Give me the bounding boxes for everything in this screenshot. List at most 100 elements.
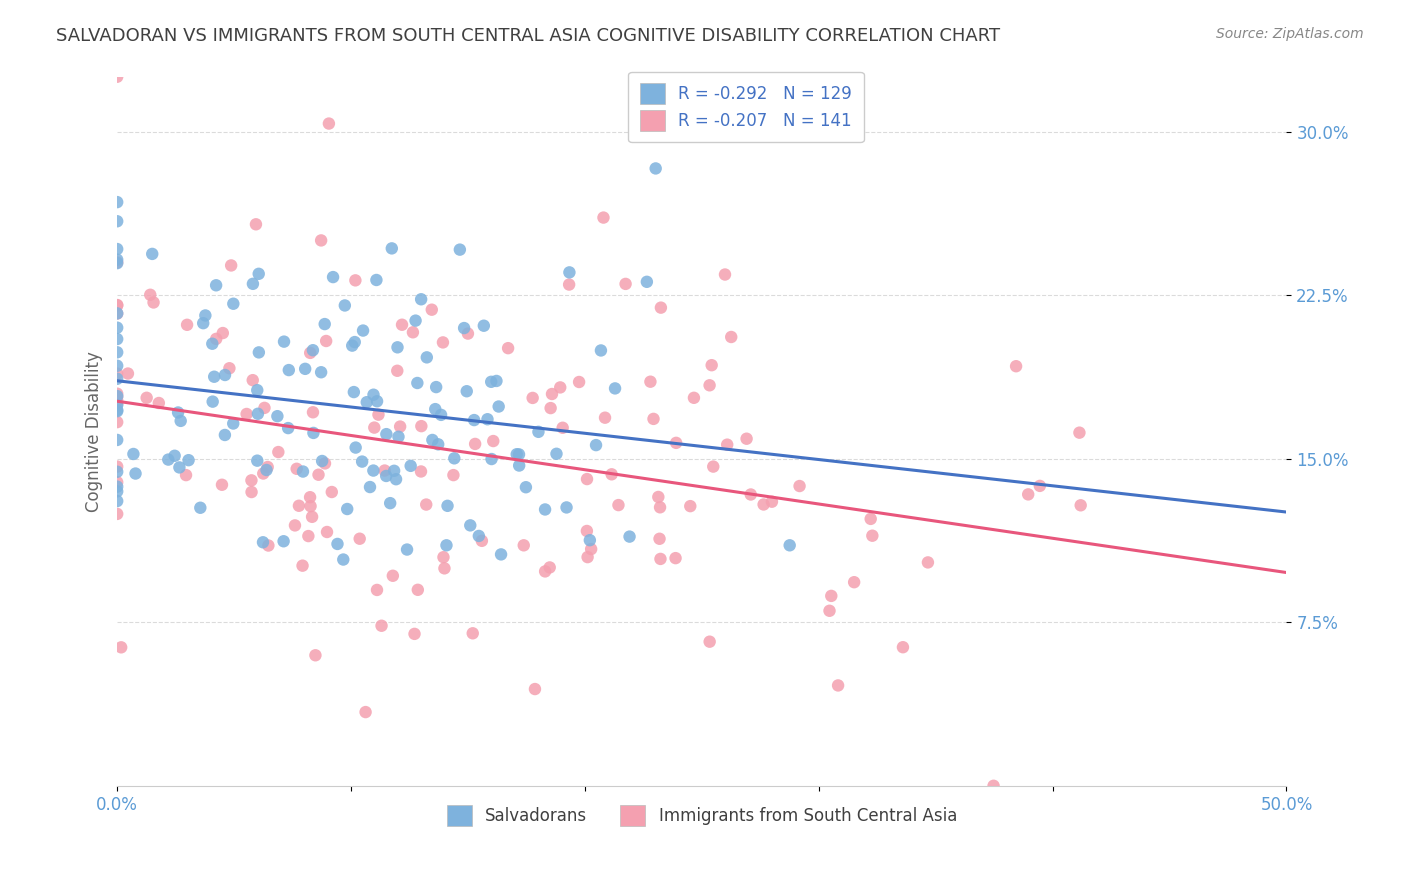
Point: [169, 460, 191, 475]
Point: [585, 438, 607, 452]
Point: [285, 462, 308, 476]
Point: [720, 330, 742, 344]
Point: [1029, 479, 1052, 493]
Point: [541, 387, 564, 401]
Point: [387, 430, 409, 444]
Point: [105, 320, 128, 334]
Point: [647, 490, 669, 504]
Point: [252, 535, 274, 549]
Point: [389, 419, 412, 434]
Point: [891, 640, 914, 655]
Point: [139, 287, 162, 301]
Point: [201, 336, 224, 351]
Point: [105, 459, 128, 474]
Point: [105, 255, 128, 269]
Point: [409, 465, 432, 479]
Point: [253, 401, 276, 415]
Point: [436, 499, 458, 513]
Point: [607, 498, 630, 512]
Point: [336, 502, 359, 516]
Point: [267, 445, 290, 459]
Point: [443, 451, 465, 466]
Point: [576, 472, 599, 486]
Point: [576, 550, 599, 565]
Point: [515, 480, 537, 494]
Point: [193, 316, 215, 330]
Point: [575, 524, 598, 538]
Point: [534, 565, 557, 579]
Point: [1017, 487, 1039, 501]
Point: [546, 447, 568, 461]
Point: [240, 485, 263, 500]
Point: [702, 459, 724, 474]
Point: [288, 499, 311, 513]
Point: [683, 391, 706, 405]
Point: [105, 484, 128, 499]
Point: [579, 533, 602, 548]
Point: [917, 556, 939, 570]
Point: [309, 365, 332, 379]
Legend: Salvadorans, Immigrants from South Central Asia: Salvadorans, Immigrants from South Centr…: [439, 797, 966, 834]
Point: [163, 449, 186, 463]
Point: [415, 498, 437, 512]
Point: [273, 534, 295, 549]
Point: [477, 412, 499, 426]
Point: [433, 561, 456, 575]
Point: [105, 480, 128, 494]
Point: [218, 361, 240, 376]
Point: [558, 277, 581, 292]
Text: SALVADORAN VS IMMIGRANTS FROM SOUTH CENTRAL ASIA COGNITIVE DISABILITY CORRELATIO: SALVADORAN VS IMMIGRANTS FROM SOUTH CENT…: [56, 27, 1000, 45]
Point: [405, 313, 427, 327]
Point: [523, 681, 546, 696]
Point: [640, 375, 662, 389]
Point: [464, 437, 486, 451]
Point: [453, 321, 475, 335]
Point: [117, 367, 139, 381]
Point: [105, 494, 128, 508]
Point: [284, 518, 307, 533]
Point: [422, 433, 444, 447]
Point: [167, 405, 190, 419]
Point: [485, 374, 508, 388]
Point: [363, 388, 385, 402]
Point: [551, 421, 574, 435]
Point: [302, 343, 325, 358]
Point: [366, 273, 388, 287]
Point: [650, 552, 672, 566]
Point: [579, 542, 602, 557]
Point: [425, 402, 447, 417]
Point: [385, 472, 408, 486]
Point: [714, 268, 737, 282]
Point: [242, 277, 264, 291]
Point: [105, 367, 128, 381]
Y-axis label: Cognitive Disability: Cognitive Disability: [86, 351, 103, 512]
Point: [548, 380, 571, 394]
Point: [302, 405, 325, 419]
Point: [432, 335, 454, 350]
Point: [540, 401, 562, 415]
Point: [356, 395, 378, 409]
Point: [247, 267, 270, 281]
Point: [105, 404, 128, 418]
Point: [105, 372, 128, 386]
Point: [406, 376, 429, 390]
Point: [122, 447, 145, 461]
Point: [174, 468, 197, 483]
Point: [859, 512, 882, 526]
Point: [643, 412, 665, 426]
Point: [420, 302, 443, 317]
Point: [211, 326, 233, 340]
Point: [513, 538, 536, 552]
Point: [366, 582, 388, 597]
Point: [399, 458, 422, 473]
Point: [699, 378, 721, 392]
Point: [716, 437, 738, 451]
Point: [214, 368, 236, 382]
Text: Source: ZipAtlas.com: Source: ZipAtlas.com: [1216, 27, 1364, 41]
Point: [297, 529, 319, 543]
Point: [105, 252, 128, 267]
Point: [463, 413, 485, 427]
Point: [266, 409, 288, 424]
Point: [441, 468, 464, 483]
Point: [740, 487, 762, 501]
